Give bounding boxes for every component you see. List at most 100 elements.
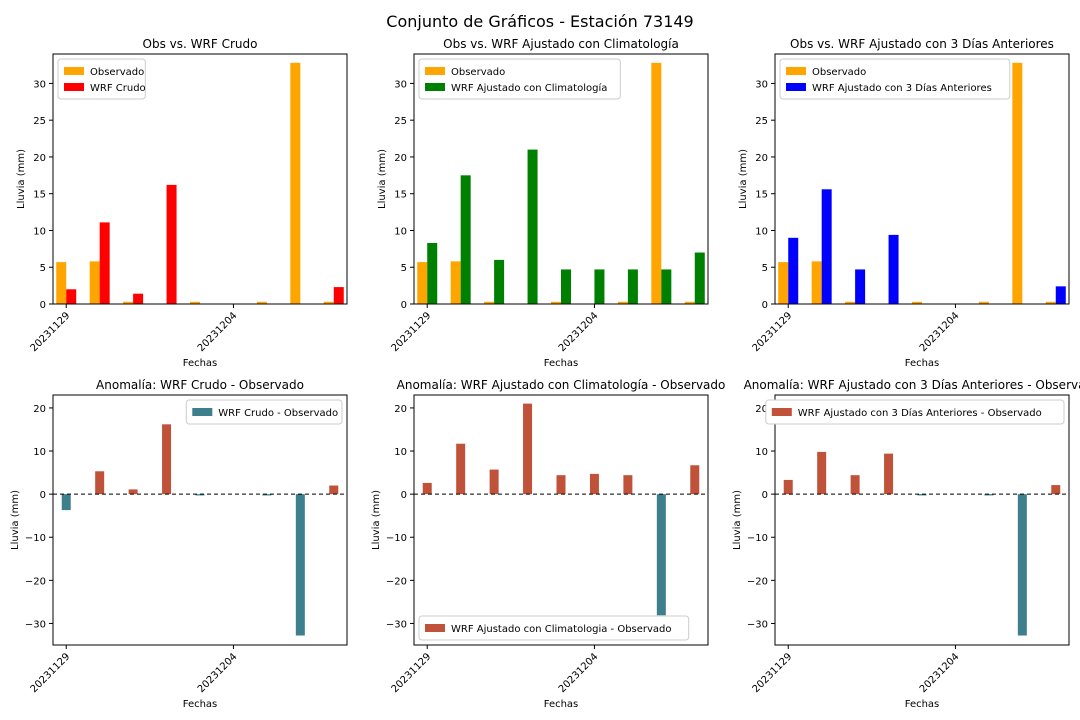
x-axis-label: Fechas	[905, 699, 940, 710]
legend-swatch	[786, 83, 806, 91]
legend: Observado WRF Ajustado con 3 Días Anterio…	[779, 58, 1011, 100]
plot-frame	[52, 394, 348, 646]
y-tick-label: 30	[755, 79, 768, 90]
legend-box	[779, 58, 1011, 100]
bar	[850, 475, 860, 495]
x-tick-label: 20231129	[390, 651, 434, 695]
bar	[855, 269, 866, 304]
plot-frame	[774, 394, 1070, 646]
bar	[427, 242, 438, 304]
bar	[295, 494, 305, 636]
y-tick-label: 20	[33, 153, 46, 164]
y-tick-label: −20	[25, 576, 46, 587]
bar	[1045, 301, 1056, 304]
chart-panel-2: 0 5 10 15 20 25 30 20231129 20231204 Obs vs. WRF …	[377, 37, 709, 369]
y-tick-label: −30	[25, 619, 46, 630]
legend-label: WRF Ajustado con Climatologia - Observad…	[451, 624, 672, 635]
bar	[329, 485, 339, 495]
legend: WRF Ajustado con Climatologia - Observad…	[418, 615, 690, 641]
bar	[256, 301, 267, 304]
plot-frame	[413, 394, 709, 646]
x-tick-label: 20231204	[557, 651, 601, 695]
chart-title: Anomalía: WRF Ajustado con 3 Días Anteri…	[744, 378, 1080, 392]
bar	[821, 189, 832, 304]
y-tick-label: 15	[33, 190, 46, 201]
y-tick-label: 25	[755, 116, 768, 127]
legend-swatch	[64, 83, 84, 91]
legend-label: WRF Crudo	[90, 83, 146, 94]
bar	[56, 262, 67, 304]
chart-title: Anomalía: WRF Crudo - Observado	[96, 378, 304, 392]
y-tick-label: 10	[33, 447, 46, 458]
x-axis-label: Fechas	[183, 699, 218, 710]
bar	[556, 475, 566, 495]
bar	[684, 301, 695, 304]
bar	[166, 184, 177, 304]
x-tick-label: 20231204	[918, 651, 962, 695]
chart-title: Obs vs. WRF Ajustado con 3 Días Anterior…	[790, 37, 1054, 51]
plot-frame	[774, 53, 1070, 305]
y-tick-label: 20	[33, 404, 46, 415]
bar	[1012, 62, 1023, 304]
plot-frame	[52, 53, 348, 305]
x-tick-label: 20231204	[918, 310, 962, 354]
legend-label: WRF Ajustado con 3 Días Anteriores	[812, 82, 992, 94]
y-tick-label: 0	[762, 300, 768, 311]
bar	[1055, 286, 1066, 304]
legend-label: Observado	[451, 67, 505, 78]
bar	[95, 471, 105, 495]
bar	[811, 261, 822, 304]
bar	[66, 289, 77, 304]
bar	[888, 234, 899, 304]
bar	[195, 494, 205, 496]
bar	[884, 453, 894, 495]
bar	[484, 301, 495, 304]
y-tick-label: 5	[762, 263, 768, 274]
y-tick-label: 30	[33, 79, 46, 90]
legend-swatch	[192, 408, 213, 416]
bar	[417, 262, 428, 304]
x-tick-label: 20231129	[29, 651, 73, 695]
bar	[123, 301, 134, 304]
chart-panel-5: −30 −20 −10 0 10 20 20231129 20231204 Anomalía: …	[371, 378, 725, 710]
chart-title: Obs vs. WRF Crudo	[143, 37, 258, 51]
chart-panel-1: 0 5 10 15 20 25 30 20231129 20231204 Obs vs. WRF …	[16, 37, 348, 369]
x-tick-label: 20231204	[196, 651, 240, 695]
bar	[61, 494, 71, 511]
x-tick-label: 20231129	[29, 310, 73, 354]
bar	[489, 469, 499, 495]
bar	[422, 482, 432, 495]
bar	[778, 262, 789, 304]
y-tick-label: −10	[747, 533, 768, 544]
bar	[627, 269, 638, 304]
legend-box	[185, 399, 343, 425]
y-tick-label: 10	[394, 447, 407, 458]
legend-swatch	[64, 67, 84, 75]
y-axis-label: Lluvia (mm)	[738, 149, 749, 209]
y-tick-label: 0	[40, 300, 46, 311]
bar	[460, 175, 471, 304]
legend-label: WRF Ajustado con Climatología	[451, 82, 607, 94]
bar	[523, 403, 533, 495]
bar	[984, 494, 994, 496]
legend-swatch	[425, 83, 445, 91]
y-tick-label: −10	[25, 533, 46, 544]
bar	[128, 489, 138, 495]
bar	[162, 424, 172, 495]
plot-frame	[413, 53, 709, 305]
legend-swatch	[771, 408, 792, 416]
bar	[661, 269, 672, 304]
y-tick-label: 20	[755, 404, 768, 415]
bar	[494, 259, 505, 304]
bar	[1017, 494, 1027, 636]
y-tick-label: 15	[394, 190, 407, 201]
y-tick-label: 30	[394, 79, 407, 90]
y-tick-label: 25	[33, 116, 46, 127]
bar	[450, 261, 461, 304]
y-tick-label: −10	[386, 533, 407, 544]
y-tick-label: 0	[401, 300, 407, 311]
legend-label: Observado	[90, 67, 144, 78]
bar	[783, 479, 793, 495]
bar	[323, 301, 334, 304]
